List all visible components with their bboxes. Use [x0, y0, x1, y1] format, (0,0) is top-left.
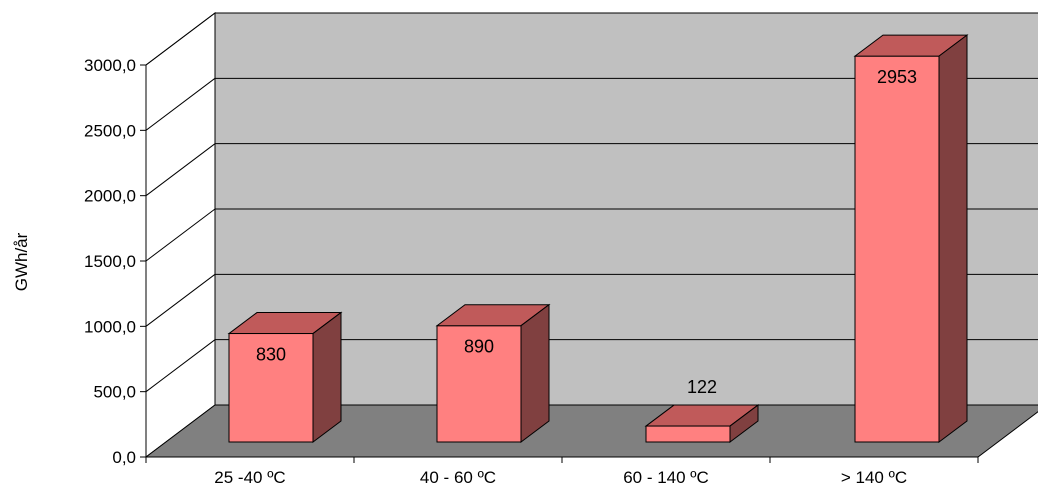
gridline-side: [145, 12, 216, 66]
bar: [227, 311, 343, 443]
category-label: 60 - 140 ºC: [623, 468, 709, 487]
bar-front: [436, 325, 522, 443]
gridline-side: [145, 339, 216, 393]
data-label: 830: [256, 345, 286, 365]
bar: [853, 34, 969, 443]
gridline-side: [145, 208, 216, 262]
data-labels: 830 890 122 2953: [256, 67, 917, 397]
category-label: > 140 ºC: [841, 468, 907, 487]
y-axis-title: GWh/år: [12, 232, 31, 291]
gridline-side: [145, 273, 216, 327]
bar-side: [729, 404, 759, 443]
category-label: 40 - 60 ºC: [420, 468, 496, 487]
y-tick-label: 2500,0: [84, 121, 136, 140]
bar-side: [312, 311, 342, 443]
axes: [140, 64, 979, 463]
category-label: 25 -40 ºC: [214, 468, 285, 487]
bar-side: [938, 34, 968, 443]
bar: [435, 303, 551, 443]
category-labels: 25 -40 ºC 40 - 60 ºC 60 - 140 ºC > 140 ºC: [214, 468, 907, 487]
y-tick-label: 0,0: [112, 448, 136, 467]
data-label: 2953: [877, 67, 917, 87]
y-tick-label: 500,0: [93, 383, 136, 402]
y-tick-label: 2000,0: [84, 187, 136, 206]
data-label: 122: [687, 377, 717, 397]
y-tick-labels: 0,0 500,0 1000,0 1500,0 2000,0 2500,0 3000,0: [84, 56, 136, 467]
bar-front: [854, 55, 940, 443]
bar-side: [520, 303, 550, 443]
y-tick-label: 3000,0: [84, 56, 136, 75]
y-tick-label: 1000,0: [84, 317, 136, 336]
bars: [227, 34, 969, 443]
y-tick-label: 1500,0: [84, 252, 136, 271]
data-label: 890: [464, 337, 494, 357]
bar: [644, 404, 760, 443]
bar-front: [645, 425, 731, 443]
gridline-side: [145, 77, 216, 131]
gridline-side: [145, 143, 216, 197]
